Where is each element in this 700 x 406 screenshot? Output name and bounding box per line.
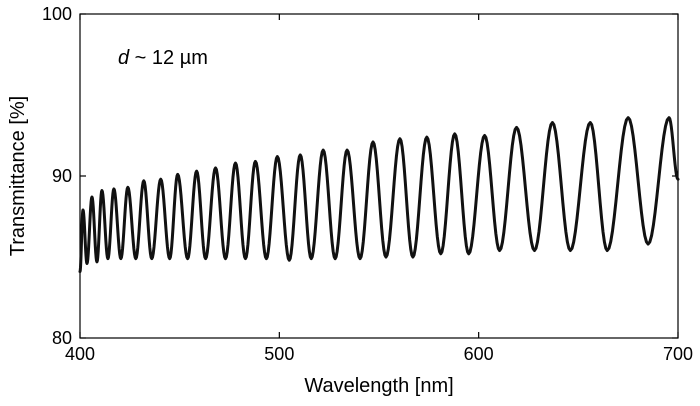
x-tick-label: 400 — [65, 344, 95, 364]
y-tick-label: 90 — [52, 166, 72, 186]
series-line — [78, 116, 680, 274]
y-tick-label: 80 — [52, 328, 72, 348]
x-axis-label: Wavelength [nm] — [304, 375, 453, 397]
annotation-value: ~ 12 µm — [129, 47, 208, 69]
thickness-annotation: d ~ 12 µm — [118, 47, 208, 69]
y-tick-label: 100 — [42, 4, 72, 24]
x-tick-label: 700 — [663, 344, 693, 364]
tick-labels: 400 500 600 700 80 90 100 — [42, 4, 693, 364]
x-tick-label: 600 — [464, 344, 494, 364]
x-tick-label: 500 — [264, 344, 294, 364]
annotation-variable: d — [118, 47, 130, 69]
y-axis-label: Transmittance [%] — [7, 96, 29, 256]
